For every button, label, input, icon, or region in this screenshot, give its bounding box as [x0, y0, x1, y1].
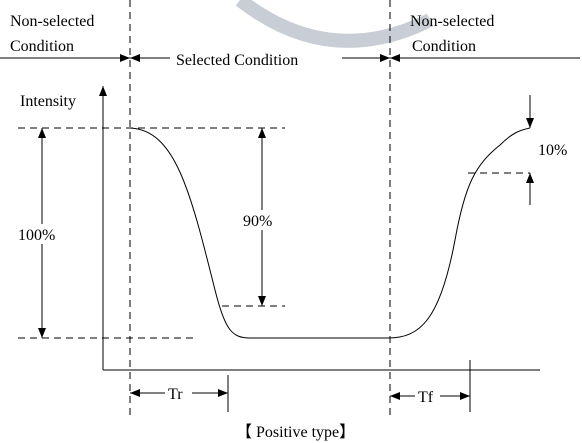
time-label: Tf: [418, 389, 434, 406]
level-label: 90%: [243, 213, 272, 230]
state-label: Condition: [412, 38, 476, 55]
state-label: Selected Condition: [176, 52, 298, 69]
time-label: Tr: [168, 386, 183, 403]
response-curve: [129, 127, 531, 339]
state-label: Non-selected: [10, 13, 94, 30]
watermark: [235, 0, 434, 48]
label-bg: [16, 224, 68, 244]
caption: 【 Positive type】: [236, 424, 355, 441]
axis-label: Intensity: [20, 93, 76, 110]
level-label: 10%: [538, 142, 567, 159]
state-label: Condition: [10, 38, 74, 55]
state-label: Non-selected: [410, 13, 494, 30]
level-label: 100%: [18, 227, 55, 244]
